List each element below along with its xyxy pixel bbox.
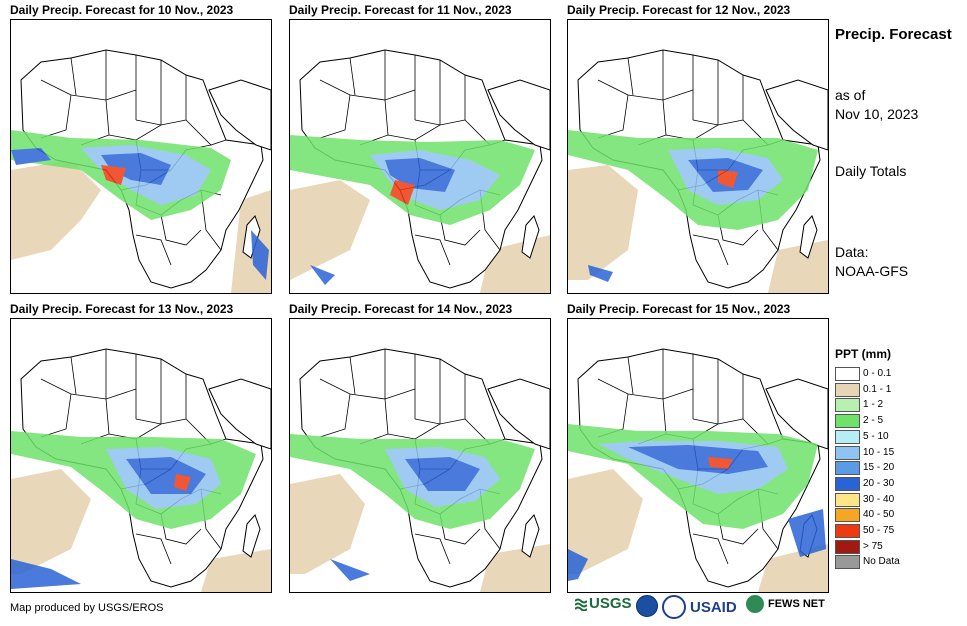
panel-title: Daily Precip. Forecast for 10 Nov., 2023 (10, 3, 234, 17)
usaid-seal-icon (662, 595, 686, 619)
totals-label: Daily Totals (835, 163, 907, 179)
legend-swatch (835, 508, 860, 523)
legend-swatch (835, 382, 860, 397)
precip-map (567, 19, 829, 294)
legend-label: 40 - 50 (863, 509, 895, 521)
as-of-date: as of Nov 10, 2023 (835, 87, 919, 122)
legend-swatch (835, 492, 860, 507)
legend-swatch (835, 445, 860, 460)
precip-map (289, 318, 551, 593)
legend-label: 30 - 40 (863, 493, 895, 505)
legend-swatch (835, 398, 860, 413)
legend-label: 0.1 - 1 (863, 383, 892, 395)
legend-label: 1 - 2 (863, 399, 884, 411)
usgs-wave-icon (574, 597, 588, 611)
legend-label: 0 - 0.1 (863, 368, 892, 379)
precip-map (567, 318, 829, 593)
legend-label: 20 - 30 (863, 477, 895, 489)
panel-title: Daily Precip. Forecast for 13 Nov., 2023 (10, 302, 234, 316)
precip-map (289, 19, 551, 294)
data-source: Data: NOAA-GFS (835, 244, 909, 279)
credit-text: Map produced by USGS/EROS (10, 602, 164, 614)
fews-globe-icon (746, 595, 764, 613)
legend-label: No Data (863, 556, 900, 568)
legend-swatch (835, 524, 860, 538)
fews-logo: FEWS NET (746, 595, 825, 613)
precip-map (10, 318, 272, 593)
panel-title: Daily Precip. Forecast for 15 Nov., 2023 (567, 302, 791, 316)
usgs-logo: USGS (574, 595, 632, 612)
legend-swatch (835, 476, 860, 491)
legend-label: > 75 (863, 540, 883, 552)
legend-swatch (835, 555, 860, 570)
legend-label: 15 - 20 (863, 462, 895, 474)
legend-swatch (835, 539, 860, 554)
panel-title: Daily Precip. Forecast for 12 Nov., 2023 (567, 3, 791, 17)
legend-swatch (835, 429, 860, 444)
legend-title: PPT (mm) (835, 347, 892, 361)
legend-swatch (835, 414, 860, 429)
legend-label: 2 - 5 (863, 415, 884, 427)
panel-title: Daily Precip. Forecast for 14 Nov., 2023 (289, 302, 513, 316)
panel-title: Daily Precip. Forecast for 11 Nov., 2023 (289, 3, 512, 17)
legend-label: 5 - 10 (863, 430, 889, 442)
legend-label: 10 - 15 (863, 446, 895, 458)
noaa-seal-icon (636, 595, 658, 617)
precip-map (10, 19, 272, 294)
usaid-logo: USAID (662, 595, 737, 619)
legend-label: 50 - 75 (863, 525, 895, 536)
noaa-logo (636, 595, 658, 617)
legend-swatch (835, 461, 860, 476)
forecast-title: Precip. Forecast (835, 26, 952, 43)
legend-swatch (835, 367, 860, 381)
